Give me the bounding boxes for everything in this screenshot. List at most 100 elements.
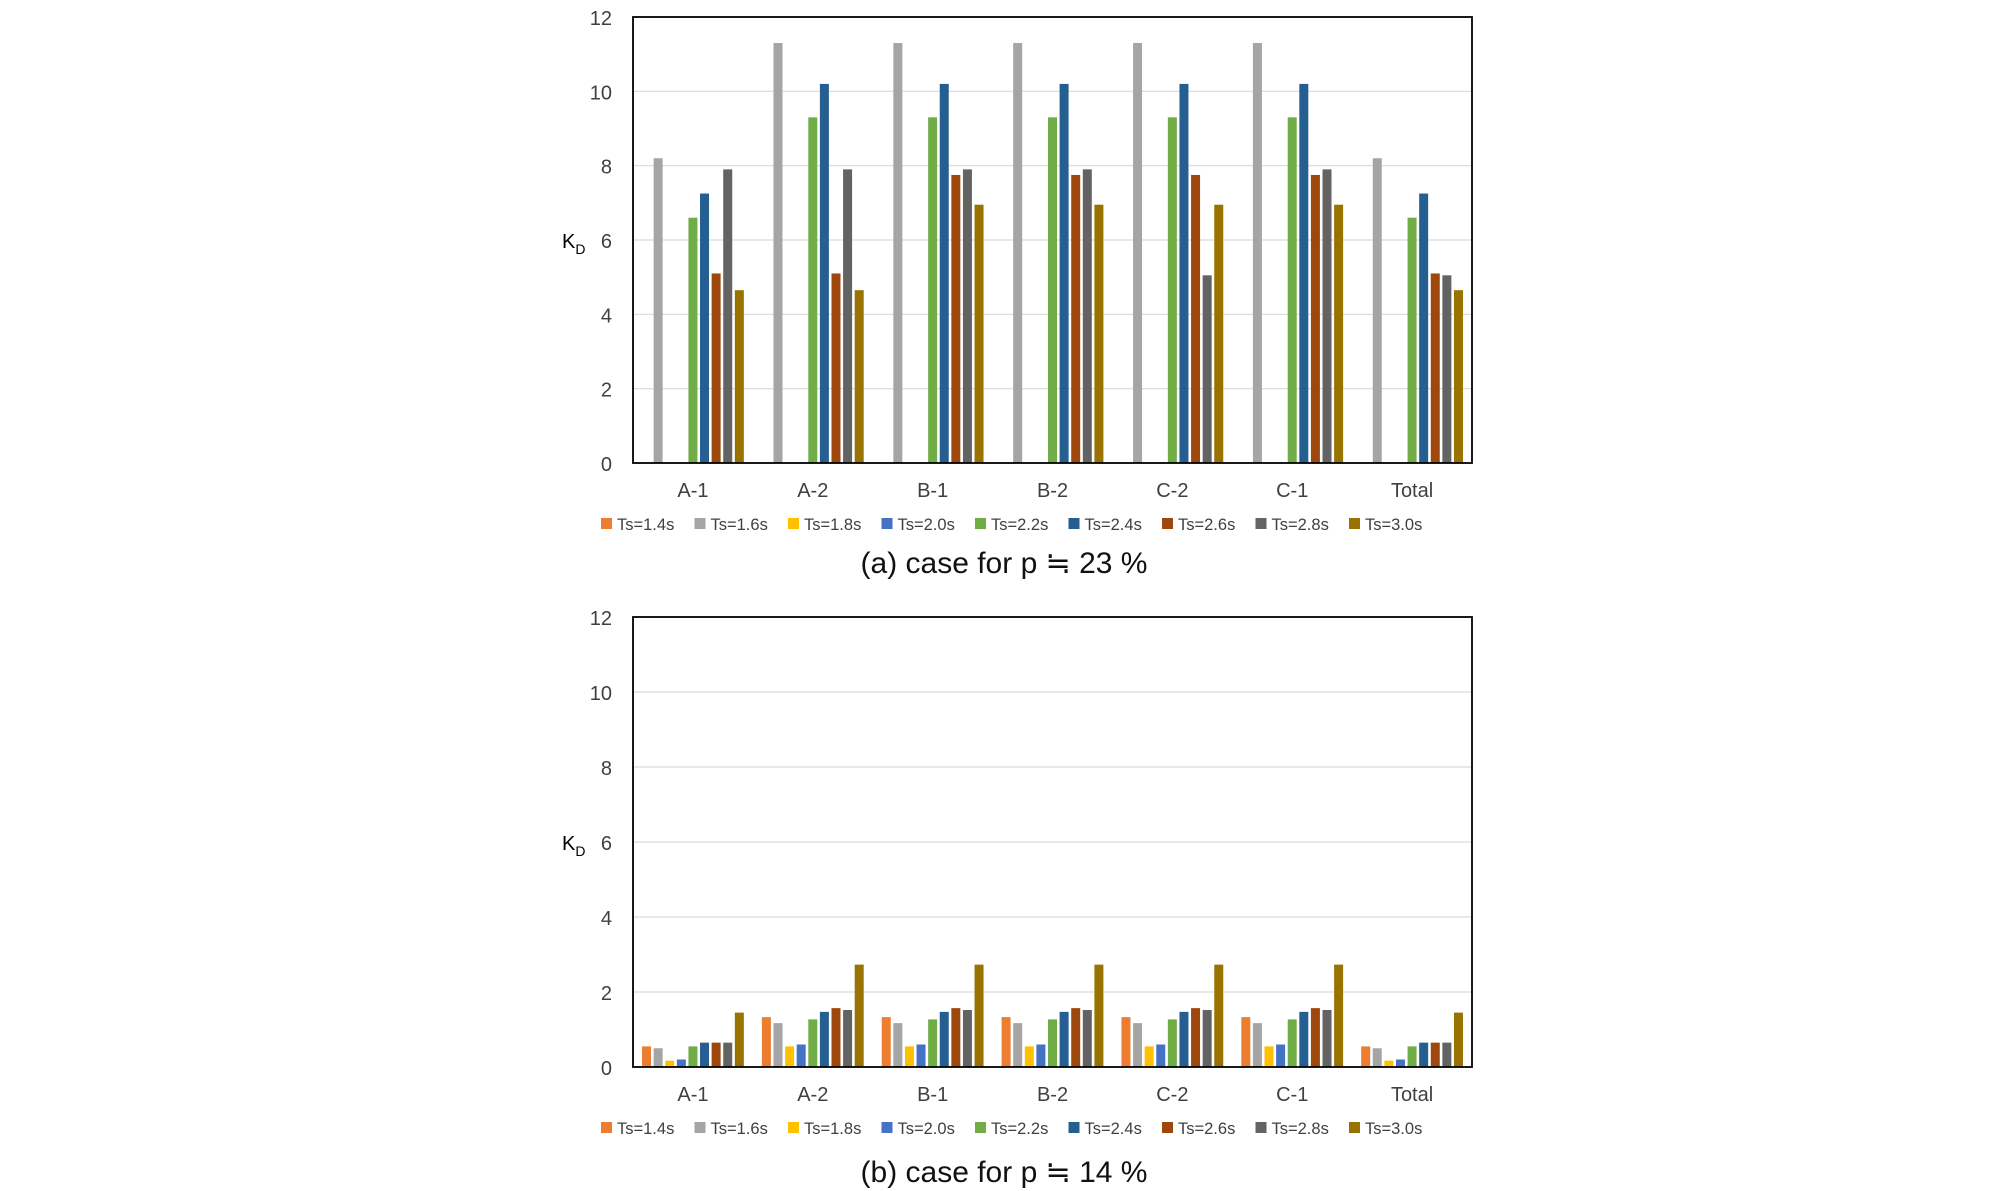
bar — [734, 290, 744, 463]
bar — [1453, 290, 1463, 463]
bar — [1419, 1042, 1429, 1068]
x-tick-label: A-1 — [677, 1084, 708, 1106]
bar — [1191, 174, 1201, 463]
legend-label: Ts=1.4s — [617, 516, 674, 534]
bar — [1121, 1017, 1131, 1068]
bar — [1133, 1023, 1143, 1068]
legend-label: Ts=2.8s — [1272, 1120, 1329, 1138]
bar — [642, 1046, 652, 1068]
chart-b: 0 2 4 6 8 10 12 KD A-1 A-2 B-1 B-2 C-2 C-1 Total Ts=1.4… — [562, 608, 1473, 1189]
bar — [893, 1023, 903, 1068]
y-tick-label: 10 — [590, 82, 612, 104]
legend-swatch — [694, 518, 706, 529]
x-tick-label: B-2 — [1037, 1084, 1068, 1106]
bar — [904, 1046, 914, 1068]
bar — [1133, 43, 1143, 464]
bar — [854, 290, 864, 463]
x-tick-label: A-2 — [797, 1084, 828, 1106]
bar — [761, 1017, 771, 1068]
bar — [951, 174, 961, 463]
bar — [796, 1044, 806, 1067]
legend-swatch — [788, 1122, 799, 1133]
bar — [1419, 193, 1429, 464]
bar — [785, 1046, 795, 1068]
legend-swatch — [1349, 518, 1360, 529]
bar — [843, 1010, 853, 1067]
bar — [1144, 1046, 1154, 1068]
bar — [1167, 1019, 1177, 1068]
legend-label: Ts=1.6s — [711, 516, 768, 534]
x-tick-label: A-1 — [677, 480, 708, 502]
bar — [773, 1023, 783, 1068]
legend-label: Ts=1.6s — [711, 1120, 768, 1138]
bar — [734, 1012, 744, 1068]
bar — [1214, 964, 1224, 1068]
x-tick-label: C-2 — [1156, 480, 1188, 502]
bar — [1156, 1044, 1166, 1067]
legend-label: Ts=2.0s — [898, 516, 955, 534]
x-tick-label: C-1 — [1276, 1084, 1308, 1106]
legend-swatch — [1162, 1122, 1173, 1133]
legend-swatch — [788, 518, 799, 529]
x-tick-label: B-1 — [917, 480, 948, 502]
bar — [711, 273, 721, 463]
bar — [1036, 1044, 1046, 1067]
y-tick-label: 4 — [601, 305, 612, 327]
bar — [1287, 1019, 1297, 1068]
legend-swatch — [881, 1122, 893, 1133]
legend-swatch — [694, 1122, 706, 1133]
legend-label: Ts=2.0s — [898, 1120, 955, 1138]
caption: (a) case for p ≒ 23 % — [861, 547, 1148, 580]
y-tick-label: 8 — [601, 157, 612, 179]
bar — [1167, 117, 1177, 463]
legend-label: Ts=2.4s — [1085, 1120, 1142, 1138]
x-tick-label: B-2 — [1037, 480, 1068, 502]
bar — [653, 1048, 663, 1067]
bar — [916, 1044, 926, 1067]
bar — [962, 1010, 972, 1067]
bar — [808, 1019, 818, 1068]
bar — [1082, 1010, 1092, 1067]
bar — [951, 1008, 961, 1068]
legend-swatch — [601, 518, 612, 529]
bar — [1059, 83, 1069, 464]
legend-swatch — [975, 1122, 986, 1133]
bar — [723, 1042, 733, 1068]
bar — [1299, 83, 1309, 464]
bar — [962, 169, 972, 463]
bar — [1442, 275, 1452, 463]
legend-label: Ts=1.8s — [804, 1120, 861, 1138]
legend-swatch — [1255, 518, 1267, 529]
legend-swatch — [601, 1122, 612, 1133]
bar — [700, 1042, 710, 1068]
bar — [1202, 275, 1212, 463]
bar — [1252, 43, 1262, 464]
y-tick-label: 6 — [601, 833, 612, 855]
bar — [1334, 204, 1344, 463]
bar — [1310, 174, 1320, 463]
bar — [1299, 1011, 1309, 1068]
y-tick-label: 2 — [601, 380, 612, 402]
plot-frame — [632, 16, 1473, 464]
legend-label: Ts=2.6s — [1178, 1120, 1235, 1138]
bar — [665, 1060, 675, 1068]
y-axis-label: KD — [562, 231, 585, 257]
legend-swatch — [881, 518, 893, 529]
bar — [688, 1046, 698, 1068]
bar — [711, 1042, 721, 1068]
bar — [1179, 83, 1189, 464]
bar — [1407, 217, 1417, 463]
x-tick-label: B-1 — [917, 1084, 948, 1106]
bar — [1372, 1048, 1382, 1067]
bar — [1264, 1046, 1274, 1068]
bar — [1334, 964, 1344, 1068]
bar — [854, 964, 864, 1068]
bar — [843, 169, 853, 463]
y-tick-label: 12 — [590, 8, 612, 30]
bar — [1094, 964, 1104, 1068]
legend-label: Ts=2.4s — [1085, 516, 1142, 534]
bar — [1276, 1044, 1286, 1067]
bar — [1361, 1046, 1371, 1068]
bar — [773, 43, 783, 464]
bar — [1048, 117, 1057, 463]
